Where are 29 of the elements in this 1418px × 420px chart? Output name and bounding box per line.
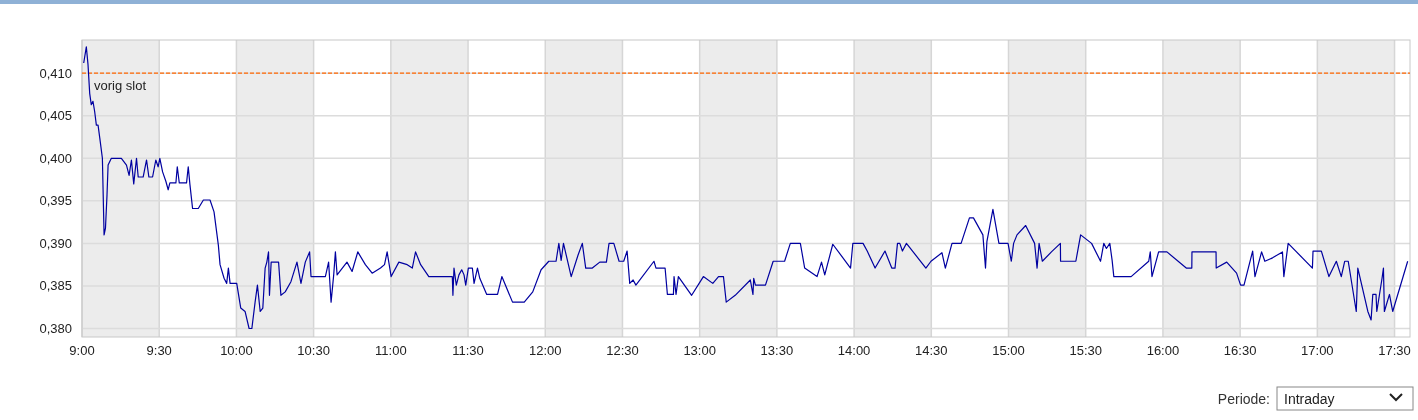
y-tick-label: 0,410 (39, 65, 72, 81)
y-tick-label: 0,385 (39, 278, 72, 294)
line-series (83, 46, 1409, 330)
x-tick-label: 13:30 (760, 343, 794, 358)
x-tick-label: 14:00 (837, 343, 871, 358)
x-tick-label: 15:00 (992, 343, 1025, 358)
y-tick-label: 0,400 (39, 150, 72, 166)
x-tick-label: 17:00 (1301, 343, 1334, 358)
x-tick-label: 14:30 (915, 343, 948, 358)
x-tick-label: 12:00 (528, 343, 562, 358)
y-tick-label: 0,380 (39, 320, 72, 336)
x-tick-label: 13:00 (683, 343, 716, 358)
text: Intraday (1284, 391, 1335, 407)
x-tick-label: 17:30 (1378, 343, 1411, 358)
y-tick-label: 0,395 (39, 193, 72, 209)
x-tick-label: 9:00 (69, 343, 95, 358)
text: Periode: (1217, 391, 1270, 407)
x-tick-label: 10:00 (220, 343, 253, 358)
y-tick-label: 0,405 (39, 108, 72, 124)
x-tick-label: 16:30 (1223, 343, 1257, 358)
x-tick-label: 11:00 (375, 343, 407, 358)
ref-line-label: vorig slot (94, 78, 147, 94)
y-tick-label: 0,390 (39, 235, 72, 251)
x-tick-label: 15:30 (1069, 343, 1102, 358)
x-tick-label: 10:30 (297, 343, 330, 358)
x-tick-label: 11:30 (452, 343, 484, 358)
x-tick-label: 16:00 (1146, 343, 1180, 358)
x-tick-label: 12:30 (606, 343, 639, 358)
x-tick-label: 9:30 (146, 343, 172, 358)
